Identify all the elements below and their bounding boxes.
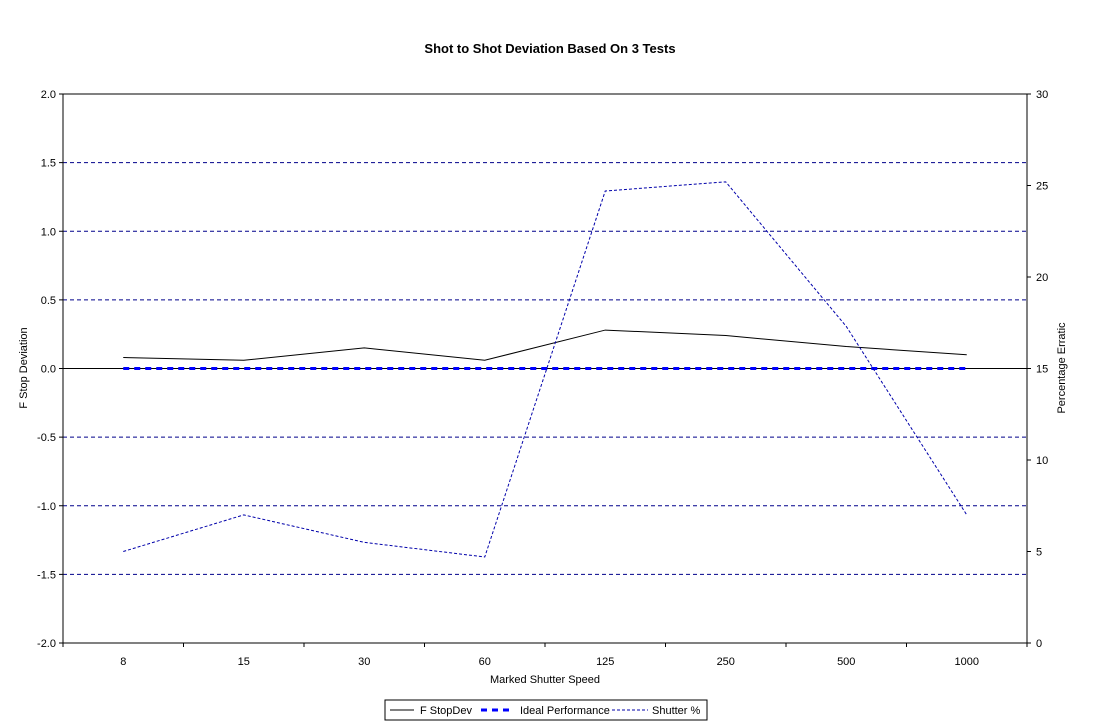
right-axis-ticks: 0 5 10 15 20 25 30 xyxy=(1027,89,1048,650)
y2-tick-label: 15 xyxy=(1036,364,1048,376)
x-tick-label: 1000 xyxy=(955,656,979,668)
y2-tick-label: 20 xyxy=(1036,272,1048,284)
y-tick-label: -2.0 xyxy=(37,638,56,650)
x-tick-label: 15 xyxy=(238,656,250,668)
y-tick-label: -0.5 xyxy=(37,432,56,444)
y2-tick-label: 30 xyxy=(1036,89,1048,101)
y-tick-label: 0.5 xyxy=(41,295,56,307)
y-tick-label: -1.0 xyxy=(37,501,56,513)
y-tick-label: 0.0 xyxy=(41,364,56,376)
series-line-shutter xyxy=(123,181,968,558)
legend-label: Ideal Performance xyxy=(520,705,610,717)
y2-tick-label: 25 xyxy=(1036,181,1048,193)
x-axis-title: Marked Shutter Speed xyxy=(490,674,600,686)
y-axis-title: F Stop Deviation xyxy=(18,327,30,408)
y-tick-label: 1.0 xyxy=(41,226,56,238)
y-tick-label: 1.5 xyxy=(41,158,56,170)
y2-axis-title: Percentage Erratic xyxy=(1056,322,1068,414)
x-tick-label: 60 xyxy=(479,656,491,668)
left-axis-ticks: -2.0 -1.5 -1.0 -0.5 0.0 0.5 1.0 1.5 2.0 xyxy=(37,89,63,650)
y2-tick-label: 5 xyxy=(1036,547,1042,559)
y2-tick-label: 0 xyxy=(1036,638,1042,650)
x-tick-label: 125 xyxy=(596,656,614,668)
legend-box xyxy=(384,699,708,721)
y-tick-label: -1.5 xyxy=(37,569,56,581)
x-tick-label: 500 xyxy=(837,656,855,668)
legend: F StopDev Ideal Performance Shutter % xyxy=(384,699,708,721)
x-tick-label: 250 xyxy=(717,656,735,668)
x-tick-label: 30 xyxy=(358,656,370,668)
y2-tick-label: 10 xyxy=(1036,455,1048,467)
series-line-f-stopdev xyxy=(123,329,967,361)
chart-title: Shot to Shot Deviation Based On 3 Tests xyxy=(424,41,675,56)
legend-label: Shutter % xyxy=(652,705,701,717)
series-lines xyxy=(123,181,968,558)
legend-label: F StopDev xyxy=(420,705,472,717)
x-tick-label: 8 xyxy=(120,656,126,668)
x-axis-ticks: 8 15 30 60 125 250 500 1000 xyxy=(62,643,1028,668)
y-tick-label: 2.0 xyxy=(41,89,56,101)
